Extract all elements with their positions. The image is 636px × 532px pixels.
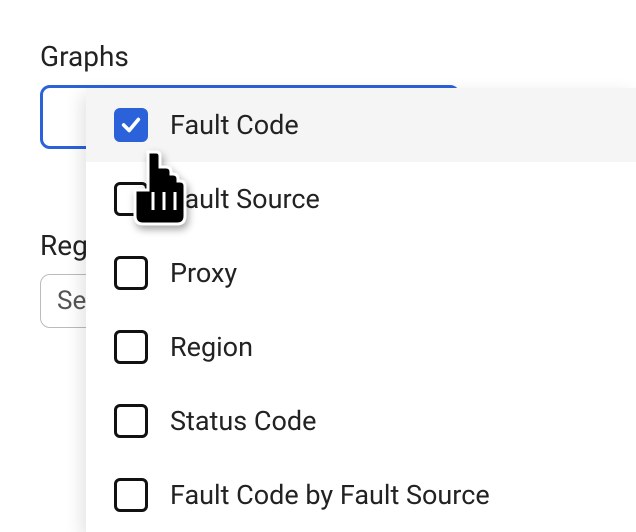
- checkbox-icon: [114, 404, 148, 438]
- option-label: Region: [170, 331, 253, 363]
- region-placeholder: Se: [57, 286, 86, 316]
- option-proxy[interactable]: Proxy: [86, 236, 636, 310]
- checkbox-icon: [114, 182, 148, 216]
- checkbox-icon: [114, 478, 148, 512]
- option-status-code[interactable]: Status Code: [86, 384, 636, 458]
- option-label: Proxy: [170, 257, 237, 289]
- option-label: Fault Code: [170, 109, 299, 141]
- checkbox-icon: [114, 256, 148, 290]
- checkbox-icon: [114, 108, 148, 142]
- option-label: Fault Source: [170, 183, 320, 215]
- checkbox-icon: [114, 330, 148, 364]
- graphs-dropdown-panel: Fault Code Fault Source Proxy Region Sta…: [86, 88, 636, 532]
- graphs-label: Graphs: [40, 40, 596, 73]
- option-fault-code[interactable]: Fault Code: [86, 88, 636, 162]
- option-label: Status Code: [170, 405, 316, 437]
- option-label: Fault Code by Fault Source: [170, 479, 490, 511]
- option-region[interactable]: Region: [86, 310, 636, 384]
- option-fault-source[interactable]: Fault Source: [86, 162, 636, 236]
- option-fault-code-by-fault-source[interactable]: Fault Code by Fault Source: [86, 458, 636, 532]
